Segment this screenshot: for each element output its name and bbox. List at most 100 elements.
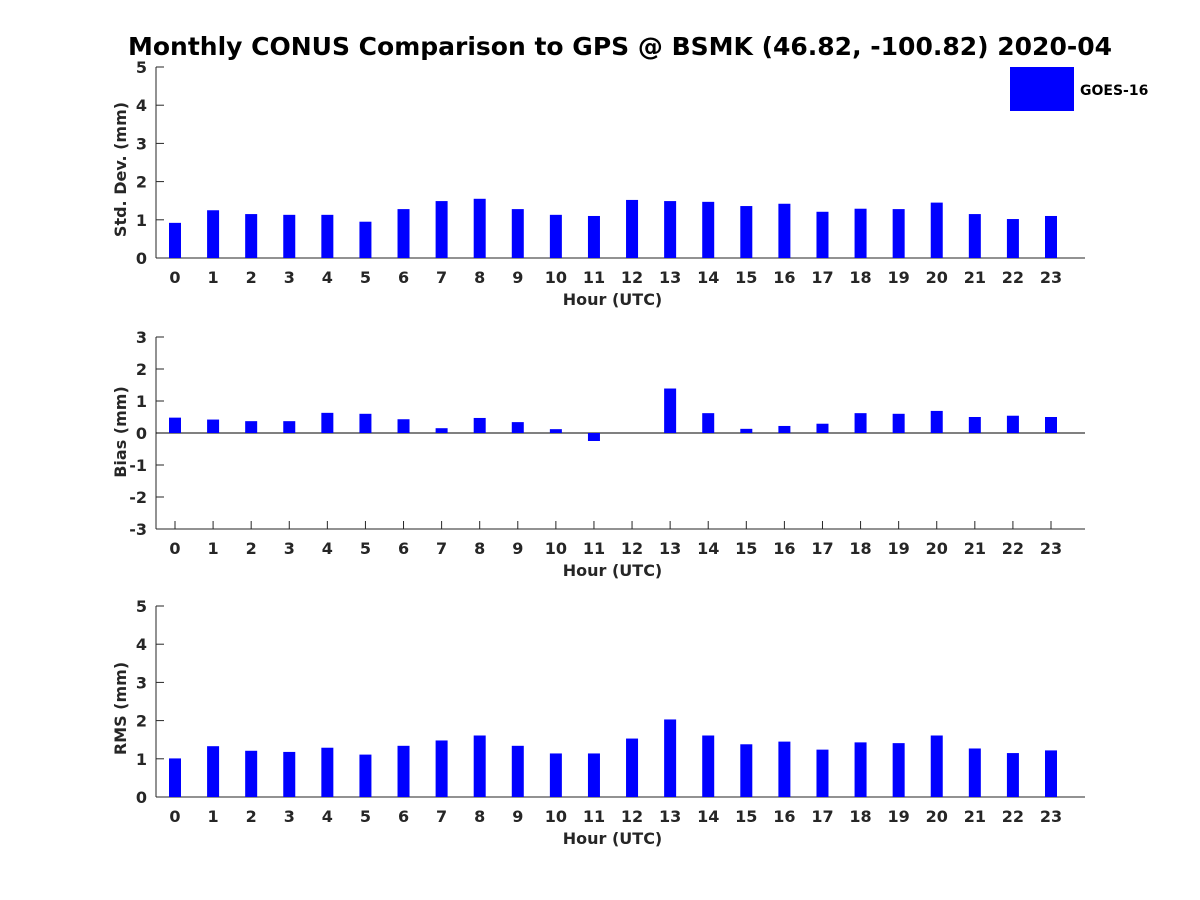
- bar: [321, 412, 334, 433]
- x-tick-label: 3: [284, 539, 295, 558]
- x-tick-label: 10: [545, 807, 567, 826]
- x-tick-label: 15: [735, 268, 757, 287]
- x-tick-label: 7: [436, 268, 447, 287]
- bar: [435, 201, 448, 258]
- bar: [397, 209, 410, 258]
- x-tick-label: 18: [849, 268, 871, 287]
- x-axis-label: Hour (UTC): [563, 561, 663, 580]
- x-tick-label: 14: [697, 807, 719, 826]
- bar: [549, 429, 562, 433]
- y-axis-label: Std. Dev. (mm): [111, 102, 130, 237]
- y-tick-label: 2: [136, 360, 147, 379]
- bar: [435, 740, 448, 797]
- bar: [169, 222, 181, 258]
- x-tick-label: 6: [398, 268, 409, 287]
- bar: [1045, 417, 1057, 433]
- x-tick-label: 16: [773, 539, 795, 558]
- chart-title: Monthly CONUS Comparison to GPS @ BSMK (…: [128, 32, 1112, 61]
- bar: [587, 753, 600, 797]
- bar: [169, 758, 181, 797]
- bar: [664, 719, 677, 797]
- x-tick-label: 11: [583, 807, 605, 826]
- x-tick-label: 10: [545, 539, 567, 558]
- y-tick-label: 2: [136, 712, 147, 731]
- legend-swatch-goes-16: [1010, 67, 1074, 111]
- chart-legend: GOES-16: [1010, 67, 1148, 111]
- x-tick-label: 16: [773, 268, 795, 287]
- bar: [892, 209, 905, 258]
- x-tick-label: 11: [583, 539, 605, 558]
- x-tick-label: 14: [697, 268, 719, 287]
- x-axis-label: Hour (UTC): [563, 290, 663, 309]
- bar: [930, 735, 943, 797]
- x-tick-label: 13: [659, 807, 681, 826]
- y-tick-label: 0: [136, 424, 147, 443]
- bar: [359, 754, 372, 797]
- y-tick-label: 1: [136, 750, 147, 769]
- bar: [283, 751, 296, 797]
- bar: [664, 201, 677, 258]
- x-tick-label: 13: [659, 268, 681, 287]
- y-tick-label: 0: [136, 249, 147, 268]
- x-tick-label: 22: [1002, 268, 1024, 287]
- x-tick-label: 20: [926, 807, 948, 826]
- y-tick-label: -2: [129, 488, 147, 507]
- x-tick-label: 23: [1040, 539, 1062, 558]
- x-tick-label: 21: [964, 268, 986, 287]
- x-tick-label: 21: [964, 539, 986, 558]
- bar: [702, 735, 715, 797]
- x-tick-label: 1: [208, 807, 219, 826]
- y-tick-label: 3: [136, 328, 147, 347]
- bar: [207, 746, 220, 797]
- legend-label-goes-16: GOES-16: [1080, 83, 1148, 99]
- bar: [702, 201, 715, 258]
- bar: [511, 422, 524, 433]
- bar: [1006, 415, 1019, 433]
- bar: [549, 753, 562, 797]
- bar: [740, 428, 753, 433]
- y-tick-label: 1: [136, 392, 147, 411]
- bar: [892, 413, 905, 433]
- y-tick-label: -3: [129, 520, 147, 539]
- x-axis-label: Hour (UTC): [563, 829, 663, 848]
- bar: [816, 749, 829, 797]
- x-tick-label: 6: [398, 539, 409, 558]
- x-tick-label: 12: [621, 539, 643, 558]
- bar: [397, 745, 410, 797]
- x-tick-label: 17: [811, 268, 833, 287]
- bar: [1006, 219, 1019, 258]
- bar: [587, 433, 600, 441]
- y-axis-label: RMS (mm): [111, 662, 130, 755]
- x-tick-label: 17: [811, 539, 833, 558]
- bar: [968, 214, 981, 258]
- x-tick-label: 8: [474, 268, 485, 287]
- x-tick-label: 18: [849, 807, 871, 826]
- y-tick-label: 2: [136, 173, 147, 192]
- x-tick-label: 3: [284, 807, 295, 826]
- bar: [854, 742, 867, 797]
- x-tick-label: 22: [1002, 539, 1024, 558]
- bar: [207, 419, 220, 433]
- bar: [435, 428, 448, 433]
- x-tick-label: 12: [621, 268, 643, 287]
- x-tick-label: 15: [735, 539, 757, 558]
- x-tick-label: 21: [964, 807, 986, 826]
- y-tick-label: 0: [136, 788, 147, 807]
- x-tick-label: 3: [284, 268, 295, 287]
- x-tick-label: 10: [545, 268, 567, 287]
- y-tick-label: 5: [136, 597, 147, 616]
- bar: [511, 745, 524, 797]
- bar: [854, 208, 867, 258]
- bar: [740, 744, 753, 797]
- bar: [664, 388, 677, 433]
- x-tick-label: 20: [926, 539, 948, 558]
- x-tick-label: 9: [512, 268, 523, 287]
- bar: [702, 413, 715, 433]
- bar: [245, 421, 258, 433]
- bar: [549, 214, 562, 258]
- bar: [397, 419, 410, 433]
- x-tick-label: 5: [360, 539, 371, 558]
